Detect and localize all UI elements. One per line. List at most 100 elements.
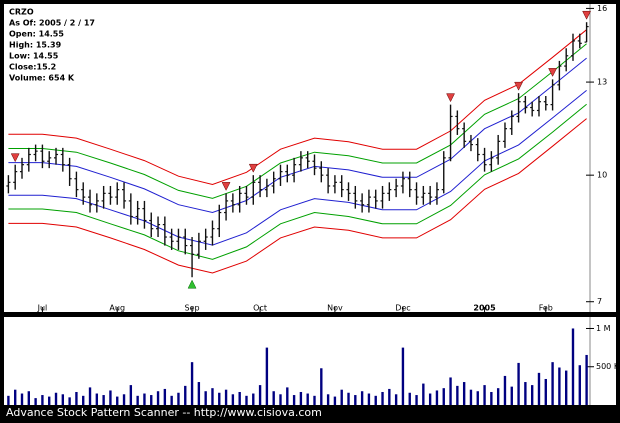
volume-bar [14,389,17,405]
volume-bar [231,394,235,405]
volume-bar [48,396,51,405]
volume-bar [435,390,439,405]
price-panel [4,4,616,312]
info-line: High: 15.39 [9,41,62,50]
x-tick-label: 2005 [473,304,496,313]
envelope-band [8,118,587,274]
volume-bar [469,389,473,405]
volume-bar [218,392,221,405]
volume-bar [476,391,479,405]
volume-tick-label: 1 M [596,324,611,333]
volume-bar [224,389,228,405]
volume-bar [326,394,330,405]
volume-bar [558,367,561,405]
volume-bar [320,368,323,405]
volume-bar [136,395,139,405]
volume-bar [585,354,588,405]
volume-bar [503,375,507,405]
volume-bar [143,393,146,405]
info-line: Low: 14.55 [9,52,59,61]
volume-bar [483,385,486,405]
x-tick-label: Nov [327,304,343,313]
volume-bar [496,388,500,405]
volume-bar [456,385,459,405]
down-arrow [548,68,557,77]
volume-bar [122,394,126,405]
down-arrow [248,163,258,173]
volume-bar [163,388,167,405]
volume-bar [292,395,296,405]
volume-bar [75,391,78,405]
volume-bar [442,388,445,405]
volume-bar [265,347,269,405]
envelope-band [8,43,587,199]
volume-bar [490,391,493,405]
volume-bar [95,393,99,405]
volume-bar [381,391,384,405]
up-arrow [187,279,197,289]
volume-bar [245,395,248,405]
volume-bar [252,393,255,405]
volume-bar [197,382,201,405]
y-tick-label: 16 [597,4,607,13]
volume-bar [7,395,10,405]
volume-bar [116,396,119,405]
volume-bar [530,385,534,405]
envelope-band [8,29,587,186]
y-tick-label: 13 [597,78,607,87]
volume-bar [27,391,30,405]
volume-bar [41,395,44,405]
volume-bar [109,390,112,405]
volume-bar [388,388,391,405]
down-arrow [10,153,20,163]
volume-bar [211,388,214,405]
volume-bar [333,396,337,405]
volume-bar [408,392,411,405]
volume-bar [102,395,105,405]
x-tick-label: Feb [539,304,553,313]
volume-bar [258,385,262,405]
down-arrow [514,81,523,91]
volume-bar [524,382,527,405]
volume-bar [204,391,207,405]
envelope-band [8,57,587,214]
volume-bar [415,395,418,405]
envelope-band [8,103,587,260]
volume-bar [578,365,581,405]
volume-bar [279,394,282,405]
volume-bar [462,382,466,405]
volume-bar [571,328,575,405]
volume-bar [177,392,180,405]
down-arrow [221,182,231,191]
volume-bar [313,395,316,405]
volume-bar [34,398,37,405]
info-line: Volume: 654 K [9,74,75,83]
volume-bar [544,378,547,405]
y-tick-label: 7 [597,297,602,306]
info-line: Close:15.2 [9,63,56,72]
volume-bar [510,386,513,405]
volume-bar [565,370,568,405]
x-tick-label: Aug [109,304,125,313]
volume-bar [537,372,541,405]
volume-bar [54,392,58,405]
volume-bar [299,391,303,405]
volume-bar [156,391,160,405]
volume-tick-label: 500 K [596,362,620,371]
volume-bar [367,393,371,405]
volume-bar [347,392,350,405]
volume-bar [170,395,173,405]
x-tick-label: Sep [185,304,200,313]
x-tick-label: Dec [395,304,410,313]
envelope-band [8,90,587,246]
volume-bar [184,385,187,405]
volume-bar [517,362,520,405]
volume-bar [88,387,92,405]
volume-bar [374,395,377,405]
info-line: Open: 14.55 [9,30,64,39]
x-tick-label: Jul [37,304,48,313]
volume-bar [150,395,153,405]
footer: Advance Stock Pattern Scanner -- http://… [6,406,322,419]
